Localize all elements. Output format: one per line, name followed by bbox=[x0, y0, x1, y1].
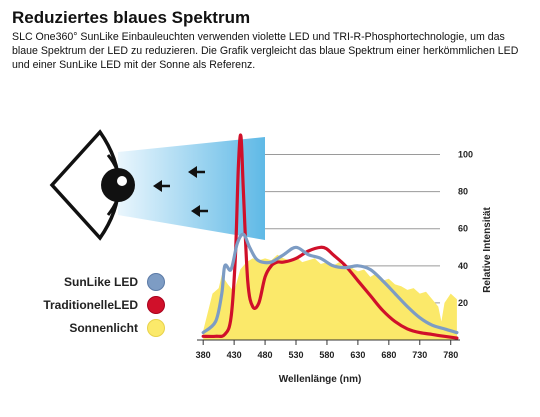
y-tick-label: 60 bbox=[458, 224, 468, 234]
description-text: SLC One360° SunLike Einbauleuchten verwe… bbox=[12, 31, 519, 71]
legend-swatch bbox=[147, 296, 165, 314]
legend-label: Sonnenlicht bbox=[69, 321, 138, 335]
x-tick-label: 680 bbox=[381, 350, 396, 360]
x-tick-label: 730 bbox=[412, 350, 427, 360]
x-tick-label: 530 bbox=[288, 350, 303, 360]
x-tick-label: 580 bbox=[319, 350, 334, 360]
y-axis-label: Relative Intensität bbox=[482, 207, 493, 293]
y-tick-label: 80 bbox=[458, 187, 468, 197]
y-tick-label: 100 bbox=[458, 150, 473, 160]
arrow-left-icon bbox=[153, 166, 208, 217]
legend-swatch bbox=[147, 273, 165, 291]
series-line-sunlike-led bbox=[201, 232, 459, 335]
x-tick-label: 780 bbox=[443, 350, 458, 360]
series-line-traditionelleled bbox=[201, 133, 459, 340]
x-axis-label: Wellenlänge (nm) bbox=[279, 374, 362, 385]
legend-label: TraditionelleLED bbox=[43, 298, 138, 312]
legend-swatch bbox=[147, 319, 165, 337]
x-tick-label: 480 bbox=[258, 350, 273, 360]
eye-icon bbox=[49, 129, 135, 241]
series-area-sonnenlicht bbox=[203, 254, 457, 340]
x-tick-label: 430 bbox=[227, 350, 242, 360]
x-tick-label: 380 bbox=[196, 350, 211, 360]
x-tick-label: 630 bbox=[350, 350, 365, 360]
page-title: Reduziertes blaues Spektrum bbox=[12, 8, 251, 27]
y-tick-label: 20 bbox=[458, 298, 468, 308]
y-tick-label: 40 bbox=[458, 261, 468, 271]
light-beam bbox=[118, 137, 265, 240]
legend-label: SunLike LED bbox=[64, 275, 138, 289]
